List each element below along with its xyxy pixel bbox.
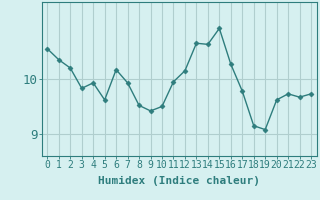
X-axis label: Humidex (Indice chaleur): Humidex (Indice chaleur) [98,176,260,186]
